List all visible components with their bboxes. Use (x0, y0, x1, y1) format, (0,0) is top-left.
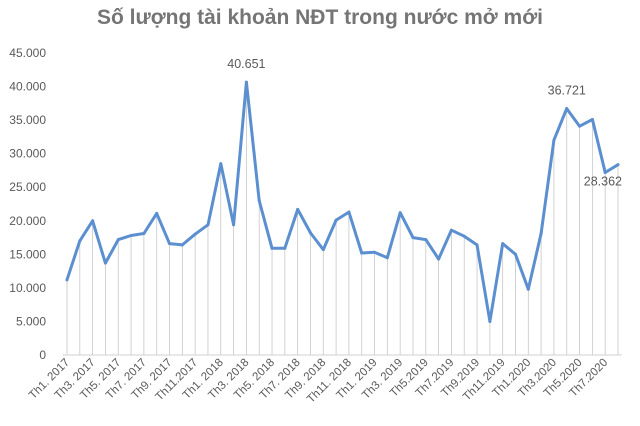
data-point (590, 117, 594, 121)
data-point (155, 211, 159, 215)
data-point (219, 162, 223, 166)
y-tick-label: 30.000 (9, 147, 46, 161)
data-point (180, 243, 184, 247)
data-point (283, 246, 287, 250)
data-point (462, 234, 466, 238)
y-tick-label: 5.000 (16, 314, 46, 328)
data-point (168, 242, 172, 246)
data-point (347, 210, 351, 214)
data-point (488, 319, 492, 323)
data-point (539, 232, 543, 236)
data-point (257, 199, 261, 203)
data-label: 40.651 (227, 57, 265, 71)
data-point (501, 242, 505, 246)
data-point (78, 239, 82, 243)
y-tick-label: 35.000 (9, 113, 46, 127)
data-point (193, 232, 197, 236)
data-point (398, 211, 402, 215)
data-point (603, 170, 607, 174)
data-point (103, 261, 107, 265)
data-point (308, 231, 312, 235)
data-label: 36.721 (548, 84, 586, 98)
data-point (142, 232, 146, 236)
data-point (373, 250, 377, 254)
y-tick-label: 0 (39, 348, 46, 362)
data-point (565, 107, 569, 111)
data-point (270, 246, 274, 250)
data-point (206, 223, 210, 227)
data-point (411, 236, 415, 240)
data-point (437, 257, 441, 261)
data-point (513, 252, 517, 256)
data-point (449, 228, 453, 232)
data-point (129, 234, 133, 238)
data-point (116, 238, 120, 242)
y-tick-label: 15.000 (9, 247, 46, 261)
y-tick-label: 40.000 (9, 80, 46, 94)
chart-title: Số lượng tài khoản NĐT trong nước mở mới (97, 6, 543, 29)
data-point (385, 256, 389, 260)
y-tick-label: 20.000 (9, 214, 46, 228)
data-point (232, 223, 236, 227)
data-point (65, 278, 69, 282)
data-point (296, 207, 300, 211)
series-line (65, 80, 620, 323)
data-label: 28.362 (584, 175, 622, 189)
data-point (475, 243, 479, 247)
data-point (91, 219, 95, 223)
data-point (552, 138, 556, 142)
data-point (424, 238, 428, 242)
y-tick-label: 25.000 (9, 180, 46, 194)
data-point (526, 287, 530, 291)
data-point (244, 80, 248, 84)
data-point (616, 163, 620, 167)
y-tick-label: 45.000 (9, 46, 46, 60)
data-point (360, 251, 364, 255)
data-point (334, 218, 338, 222)
data-point (321, 248, 325, 252)
y-tick-label: 10.000 (9, 281, 46, 295)
data-point (578, 124, 582, 128)
